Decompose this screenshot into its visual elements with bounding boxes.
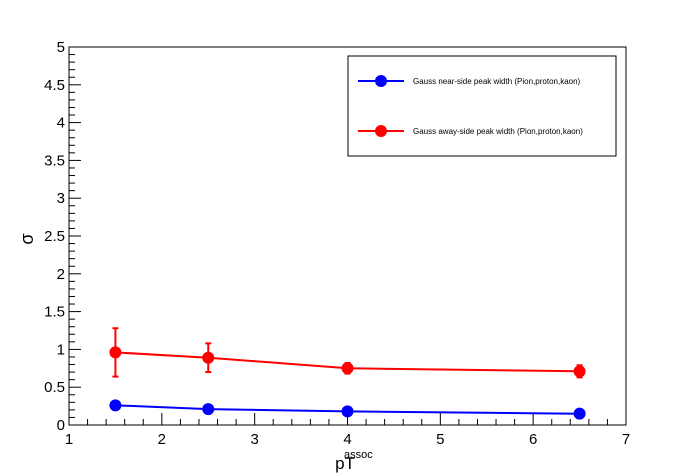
data-point-near-side: [573, 407, 586, 420]
y-tick-label: 3: [57, 190, 65, 207]
x-tick-label: 3: [250, 431, 258, 448]
y-tick-label: 4: [57, 115, 65, 132]
y-axis-title: σ: [17, 233, 37, 244]
data-point-near-side: [202, 403, 215, 416]
data-point-near-side: [109, 399, 122, 412]
y-tick-label: 4.5: [44, 77, 65, 94]
y-tick-label: 0: [57, 417, 65, 434]
legend: Gauss near-side peak width (Pion,proton,…: [347, 55, 617, 157]
x-axis-title: pT: [335, 454, 355, 473]
legend-label-away-side: Gauss away-side peak width (Pion,proton,…: [413, 127, 583, 136]
y-tick-label: 1.5: [44, 304, 65, 321]
y-tick-label: 3.5: [44, 152, 65, 169]
y-tick-label: 1: [57, 341, 65, 358]
data-point-away-side: [202, 351, 215, 364]
x-axis: 1 2 3 4 5 6 7: [65, 413, 630, 448]
y-tick-label: 2.5: [44, 228, 65, 245]
series-line-near-side: [115, 404, 580, 415]
x-axis-title-superscript: assoc: [344, 449, 373, 461]
x-tick-label: 7: [622, 431, 630, 448]
legend-label-near-side: Gauss near-side peak width (Pion,proton,…: [413, 77, 581, 86]
data-point-away-side: [341, 362, 354, 375]
series-near-side: [109, 399, 586, 420]
legend-marker-away-side: [375, 125, 387, 137]
x-tick-label: 5: [436, 431, 444, 448]
data-point-away-side: [109, 346, 122, 359]
series-layer: [109, 327, 586, 420]
y-axis: 0 0.5 1 1.5 2 2.5 3 3.5 4 4.5 5: [44, 39, 81, 434]
x-axis-title-main: pT: [335, 454, 355, 473]
legend-box: [347, 55, 617, 157]
data-point-away-side: [573, 365, 586, 378]
series-line-away-side: [115, 351, 580, 373]
y-tick-label: 2: [57, 266, 65, 283]
x-tick-label: 2: [158, 431, 166, 448]
y-tick-label: 0.5: [44, 379, 65, 396]
x-tick-label: 4: [343, 431, 351, 448]
x-tick-label: 1: [65, 431, 73, 448]
data-point-near-side: [341, 405, 354, 418]
y-tick-label: 5: [57, 39, 65, 56]
legend-marker-near-side: [375, 75, 387, 87]
x-tick-label: 6: [529, 431, 537, 448]
series-away-side: [109, 327, 586, 379]
